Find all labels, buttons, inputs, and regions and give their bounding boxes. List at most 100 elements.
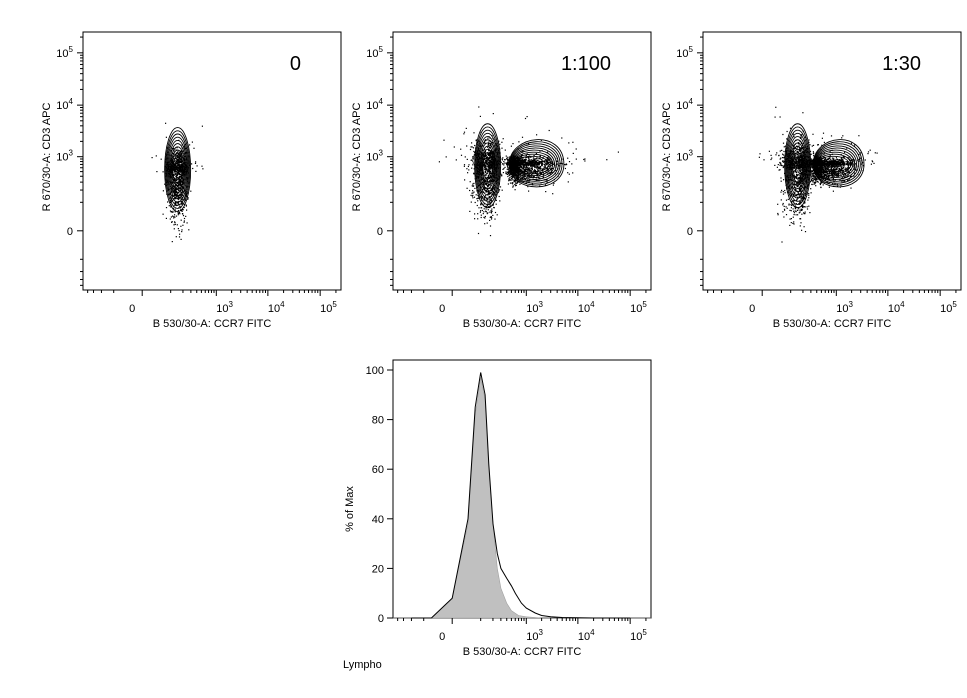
event-dot (181, 239, 182, 240)
event-dot (801, 230, 802, 231)
event-dot (474, 197, 475, 198)
event-dot (177, 193, 178, 194)
y-tick-label: 103 (56, 149, 73, 164)
event-dot (525, 162, 526, 163)
event-dot (782, 134, 783, 135)
event-dot (173, 217, 174, 218)
event-dot (167, 201, 168, 202)
event-dot (494, 219, 495, 220)
event-dot (816, 181, 817, 182)
event-dot (480, 212, 481, 213)
y-tick-label: 105 (56, 45, 73, 60)
event-dot (494, 207, 495, 208)
event-dot (783, 216, 784, 217)
event-dot (534, 169, 535, 170)
event-dot (485, 179, 486, 180)
event-dot (808, 195, 809, 196)
event-dot (516, 182, 517, 183)
event-dot (531, 170, 532, 171)
x-tick-label: 0 (439, 303, 445, 315)
event-dot (489, 162, 490, 163)
event-dot (546, 161, 547, 162)
event-dot (176, 171, 177, 172)
event-dot (503, 172, 504, 173)
event-dot (184, 220, 185, 221)
event-dot (472, 196, 473, 197)
event-dot (182, 225, 183, 226)
event-dot (471, 146, 472, 147)
event-dot (202, 126, 203, 127)
event-dot (446, 156, 447, 157)
event-dot (169, 205, 170, 206)
event-dot (524, 160, 525, 161)
event-dot (166, 207, 167, 208)
event-dot (476, 140, 477, 141)
event-dot (476, 198, 477, 199)
event-dot (526, 167, 527, 168)
event-dot (183, 215, 184, 216)
event-dot (516, 162, 517, 163)
event-dot (798, 193, 799, 194)
event-dot (530, 163, 531, 164)
event-dot (489, 166, 490, 167)
event-dot (784, 146, 785, 147)
event-dot (201, 166, 202, 167)
event-dot (775, 117, 776, 118)
event-dot (464, 164, 465, 165)
event-dot (809, 212, 810, 213)
event-dot (779, 162, 780, 163)
event-dot (487, 138, 488, 139)
event-dot (490, 225, 491, 226)
event-dot (487, 166, 488, 167)
event-dot (177, 166, 178, 167)
event-dot (569, 174, 570, 175)
event-dot (538, 163, 539, 164)
x-axis-label: B 530/30-A: CCR7 FITC (463, 318, 582, 330)
event-dot (796, 167, 797, 168)
x-tick-label: 103 (526, 300, 543, 315)
event-dot (549, 130, 550, 131)
event-dot (488, 209, 489, 210)
event-dot (804, 226, 805, 227)
event-dot (516, 165, 517, 166)
event-dot (777, 213, 778, 214)
event-dot (786, 206, 787, 207)
event-dot (460, 149, 461, 150)
event-dot (797, 151, 798, 152)
event-dot (489, 154, 490, 155)
event-dot (572, 142, 573, 143)
event-dot (573, 153, 574, 154)
event-dot (464, 166, 465, 167)
event-dot (474, 213, 475, 214)
event-dot (475, 202, 476, 203)
event-dot (805, 231, 806, 232)
event-dot (803, 212, 804, 213)
event-dot (583, 159, 584, 160)
event-dot (800, 166, 801, 167)
event-dot (800, 222, 801, 223)
panel-label: 1:100 (561, 53, 611, 75)
event-dot (486, 173, 487, 174)
event-dot (528, 168, 529, 169)
event-dot (799, 145, 800, 146)
event-dot (778, 214, 779, 215)
event-dot (177, 179, 178, 180)
event-dot (796, 214, 797, 215)
event-dot (181, 229, 182, 230)
event-dot (798, 165, 799, 166)
event-dot (173, 224, 174, 225)
event-dot (175, 224, 176, 225)
event-dot (178, 187, 179, 188)
event-dot (793, 223, 794, 224)
event-dot (796, 171, 797, 172)
event-dot (798, 157, 799, 158)
event-dot (793, 208, 794, 209)
event-dot (469, 190, 470, 191)
event-dot (472, 192, 473, 193)
event-dot (507, 159, 508, 160)
event-dot (525, 169, 526, 170)
event-dot (576, 159, 577, 160)
event-dot (179, 213, 180, 214)
